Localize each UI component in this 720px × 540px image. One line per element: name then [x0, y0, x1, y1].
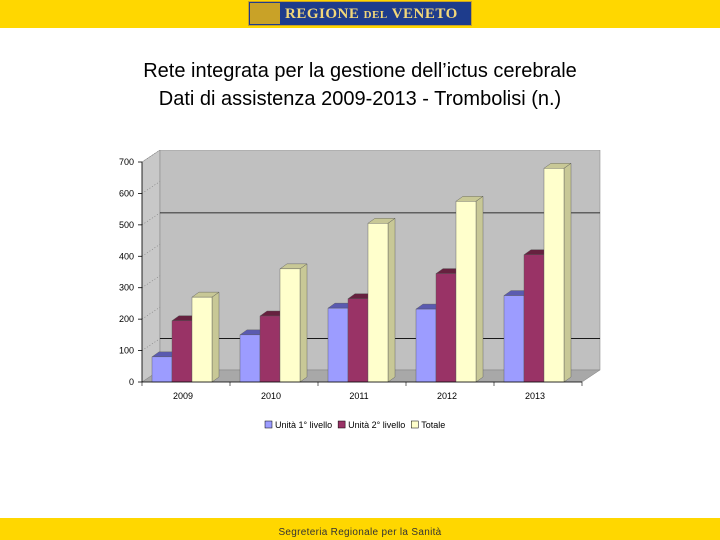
bottom-band: [0, 518, 720, 540]
side-gridline-100: [141, 338, 161, 351]
logo-text: REGIONE DEL VENETO: [285, 6, 458, 22]
chart-axis: 0 100 200 300 400 500 600 700 2009 2010 2011 2012 20…: [119, 157, 583, 401]
bar-Unità 1° livello-2010: [239, 334, 261, 383]
side-gridline-700: [141, 150, 161, 163]
region-logo: REGIONE DEL VENETO: [248, 1, 472, 26]
bar-side: [563, 162, 572, 383]
x-tick-label: 2010: [261, 391, 281, 401]
x-tick-label: 2011: [349, 391, 368, 401]
bar-side: [299, 263, 308, 383]
side-gridline-600: [141, 181, 161, 194]
side-gridline-300: [141, 275, 161, 288]
lion-emblem-icon: [250, 3, 280, 24]
footer-text: Segreteria Regionale per la Sanità: [278, 527, 442, 538]
y-tick-label: 400: [119, 251, 134, 261]
bar-Totale-2013: [543, 168, 565, 383]
bar-Unità 2° livello-2012: [435, 273, 457, 383]
bar-Unità 1° livello-2011: [327, 307, 349, 383]
y-tick-label: 600: [119, 188, 134, 198]
bar-Unità 1° livello-2012: [415, 308, 437, 383]
side-gridline-500: [141, 212, 161, 226]
x-tick-label: 2013: [525, 391, 545, 401]
y-tick-label: 0: [129, 377, 134, 387]
legend-swatch: [337, 420, 346, 429]
chart-legend: Unità 1° livello Unità 2° livello Totale: [264, 420, 445, 430]
x-tick-label: 2009: [173, 391, 193, 401]
legend-swatch: [264, 420, 273, 429]
bar-Totale-2010: [279, 268, 301, 383]
bar-side: [211, 291, 220, 383]
legend-label: Totale: [421, 420, 445, 430]
bar-Totale-2012: [455, 201, 477, 383]
bar-Unità 1° livello-2009: [151, 356, 173, 383]
bar-side: [387, 217, 396, 383]
y-tick-label: 700: [119, 157, 134, 167]
side-wall: [141, 150, 161, 383]
y-tick-label: 200: [119, 314, 134, 324]
bar-Unità 1° livello-2013: [503, 295, 525, 383]
side-gridline-400: [141, 244, 161, 257]
slide-title-line-2: Dati di assistenza 2009-2013 - Trombolis…: [158, 88, 562, 110]
y-tick-label: 300: [119, 283, 134, 293]
y-tick-label: 500: [119, 220, 134, 230]
legend-label: Unità 1° livello: [275, 420, 332, 430]
bar-Unità 2° livello-2010: [259, 315, 281, 383]
x-tick-label: 2012: [437, 391, 457, 401]
y-tick-label: 100: [119, 346, 134, 356]
bar-side: [475, 195, 484, 383]
bar-Totale-2009: [191, 296, 213, 383]
legend-label: Unità 2° livello: [348, 420, 405, 430]
side-gridline-200: [141, 306, 161, 320]
legend-swatch: [411, 420, 419, 429]
slide-title-line-1: Rete integrata per la gestione dell’ictu…: [143, 60, 577, 82]
chart-bars: [151, 162, 572, 383]
bar-Unità 2° livello-2011: [347, 298, 369, 383]
bar-chart: 0 100 200 300 400 500 600 700 2009 2010 2011 2012 20…: [119, 150, 601, 430]
bar-Totale-2011: [367, 223, 389, 383]
bar-Unità 2° livello-2009: [171, 320, 193, 383]
bar-Unità 2° livello-2013: [523, 254, 545, 383]
